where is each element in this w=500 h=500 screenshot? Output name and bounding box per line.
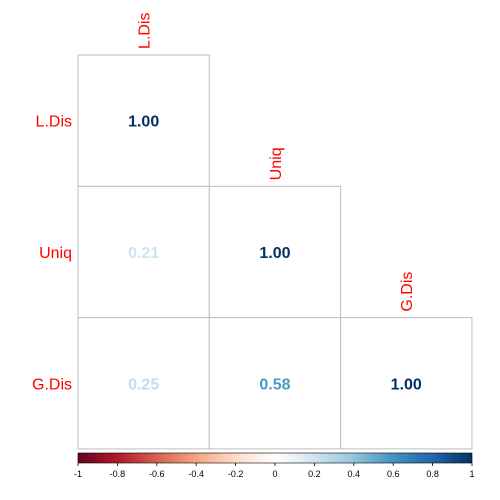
colorbar-tick-label: -0.2 bbox=[228, 469, 244, 479]
cell-G.Dis-Uniq bbox=[208, 317, 342, 450]
colorbar-tick-label: 0.4 bbox=[348, 469, 361, 479]
cell-L.Dis-L.Dis bbox=[77, 54, 210, 187]
cell-value: 0.25 bbox=[128, 376, 159, 393]
cell-value: 1.00 bbox=[391, 376, 422, 393]
cell-G.Dis-L.Dis bbox=[77, 317, 210, 450]
cell-value: 1.00 bbox=[259, 245, 290, 262]
cell-Uniq-L.Dis bbox=[77, 185, 210, 319]
row-label: L.Dis bbox=[36, 114, 72, 131]
row-label: G.Dis bbox=[32, 376, 72, 393]
cell-value: 0.58 bbox=[259, 376, 290, 393]
cell-value: 1.00 bbox=[128, 114, 159, 131]
colorbar-tick-label: 0.8 bbox=[426, 469, 439, 479]
colorbar-tick-label: 0.2 bbox=[308, 469, 321, 479]
column-label: Uniq bbox=[268, 147, 285, 180]
column-label: L.Dis bbox=[137, 13, 154, 49]
colorbar bbox=[77, 452, 473, 464]
colorbar-tick-label: -0.8 bbox=[110, 469, 126, 479]
column-label: G.Dis bbox=[399, 272, 416, 312]
cell-Uniq-Uniq bbox=[208, 185, 342, 319]
colorbar-tick-label: 1 bbox=[469, 469, 474, 479]
colorbar-tick-label: 0.6 bbox=[387, 469, 400, 479]
row-label: Uniq bbox=[39, 245, 72, 262]
cell-G.Dis-G.Dis bbox=[340, 317, 473, 450]
colorbar-tick-label: 0 bbox=[272, 469, 277, 479]
cell-value: 0.21 bbox=[128, 245, 159, 262]
colorbar-tick-label: -0.6 bbox=[149, 469, 165, 479]
colorbar-tick-label: -1 bbox=[74, 469, 82, 479]
colorbar-tick-label: -0.4 bbox=[188, 469, 204, 479]
